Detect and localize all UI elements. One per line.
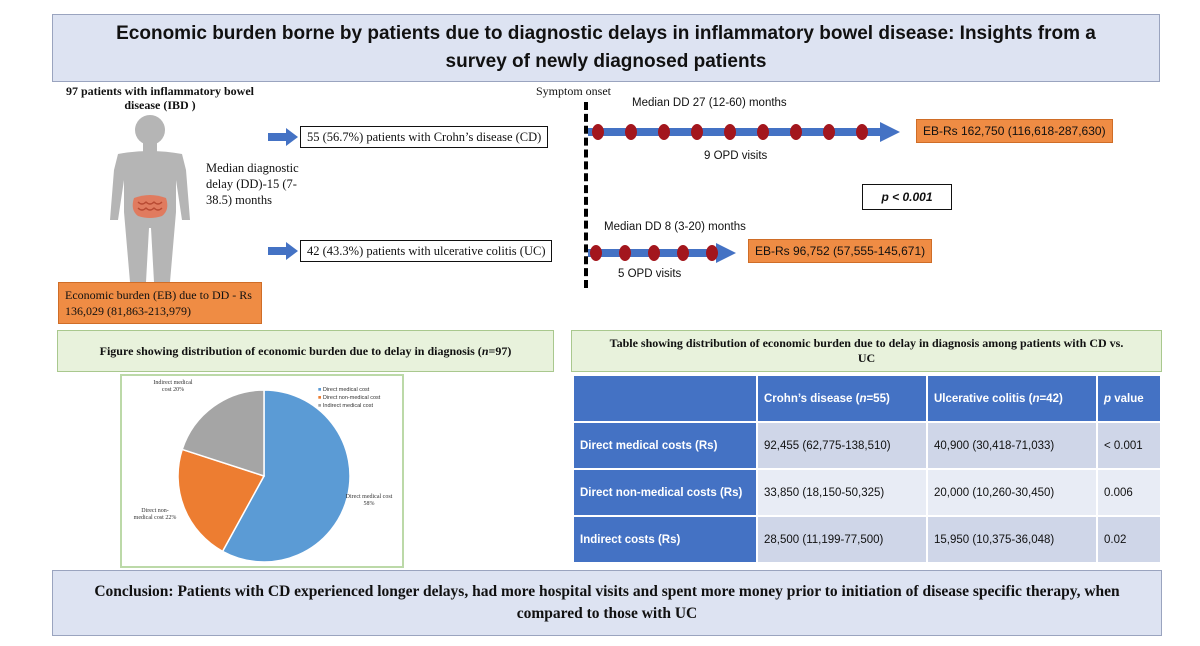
legend-item-direct-non-medical: ■ Direct non-medical cost	[318, 395, 381, 401]
uc-economic-burden: EB-Rs 96,752 (57,555-145,671)	[748, 239, 933, 263]
opd-visit-marker	[706, 245, 718, 261]
table-cell: 0.02	[1096, 515, 1162, 564]
page-title: Economic burden borne by patients due to…	[52, 14, 1160, 82]
uc-opd-visits: 5 OPD visits	[618, 268, 682, 280]
opd-visit-marker	[823, 124, 835, 140]
legend-item-indirect-medical: ■ Indirect medical cost	[318, 403, 373, 409]
table-row-label: Direct medical costs (Rs)	[572, 421, 758, 470]
opd-visit-marker	[757, 124, 769, 140]
ibd-patients-title: 97 patients with inflammatory bowel dise…	[66, 84, 254, 112]
cd-opd-visits: 9 OPD visits	[704, 150, 768, 162]
table-header-cd: Crohn’s disease (n=55)	[756, 374, 928, 423]
opd-visit-marker	[592, 124, 604, 140]
opd-visit-marker	[658, 124, 670, 140]
uc-arrow-icon	[268, 242, 298, 260]
figure-title-text: Figure showing distribution of economic …	[99, 343, 512, 358]
cd-economic-burden: EB-Rs 162,750 (116,618-287,630)	[916, 119, 1113, 143]
opd-visit-marker	[590, 245, 602, 261]
cd-timeline	[588, 122, 900, 142]
pie-slice-direct-medical-cost	[221, 389, 351, 563]
opd-visit-marker	[790, 124, 802, 140]
opd-visit-marker	[856, 124, 868, 140]
median-diagnostic-delay: Median diagnostic delay (DD)-15 (7-38.5)…	[206, 161, 299, 207]
table-cell: 0.006	[1096, 468, 1162, 517]
table-cell: 40,900 (30,418-71,033)	[926, 421, 1098, 470]
economic-burden-total: Economic burden (EB) due to DD - Rs 136,…	[58, 282, 262, 324]
table-cell: 28,500 (11,199-77,500)	[756, 515, 928, 564]
table-row-label: Direct non-medical costs (Rs)	[572, 468, 758, 517]
conclusion-box: Conclusion: Patients with CD experienced…	[52, 570, 1162, 636]
opd-visit-marker	[625, 124, 637, 140]
cd-arrow-icon	[268, 128, 298, 146]
opd-visit-marker	[619, 245, 631, 261]
cd-patients-box: 55 (56.7%) patients with Crohn’s disease…	[300, 126, 549, 148]
symptom-onset-line	[584, 102, 588, 288]
legend-item-direct-medical: ■ Direct medical cost	[318, 387, 370, 393]
figure-title: Figure showing distribution of economic …	[57, 330, 554, 372]
pie-slice-direct-non-medical-cost	[177, 448, 266, 553]
symptom-onset-label: Symptom onset	[536, 84, 612, 98]
table-header-empty	[572, 374, 758, 423]
cd-median-dd: Median DD 27 (12-60) months	[632, 97, 787, 109]
table-header-uc: Ulcerative colitis (n=42)	[926, 374, 1098, 423]
intestine-icon	[132, 195, 168, 218]
pie-label-direct-non-medical: Direct non-medical cost 22%	[133, 508, 177, 521]
pie-legend: ■ Direct medical cost ■ Direct non-medic…	[318, 386, 380, 410]
table-header-p-value: p value	[1096, 374, 1162, 423]
opd-visit-marker	[724, 124, 736, 140]
p-value-box: p < 0.001	[862, 184, 952, 210]
table-cell: 20,000 (10,260-30,450)	[926, 468, 1098, 517]
table-row-label: Indirect costs (Rs)	[572, 515, 758, 564]
conclusion-text: Conclusion: Patients with CD experienced…	[94, 583, 1120, 622]
opd-visit-marker	[691, 124, 703, 140]
table-title: Table showing distribution of economic b…	[571, 330, 1162, 372]
table-cell: 15,950 (10,375-36,048)	[926, 515, 1098, 564]
uc-patients-box: 42 (43.3%) patients with ulcerative coli…	[300, 240, 553, 262]
table-row: Indirect costs (Rs) 28,500 (11,199-77,50…	[572, 515, 1162, 564]
pie-chart	[177, 389, 351, 563]
table-cell: 92,455 (62,775-138,510)	[756, 421, 928, 470]
opd-visit-marker	[648, 245, 660, 261]
table-header-row: Crohn’s disease (n=55) Ulcerative coliti…	[572, 374, 1162, 423]
cost-table: Crohn’s disease (n=55) Ulcerative coliti…	[572, 374, 1162, 564]
table-title-text: Table showing distribution of economic b…	[609, 336, 1124, 365]
pie-slice-indirect-medical-cost	[181, 389, 265, 478]
pie-chart-frame: ■ Direct medical cost ■ Direct non-medic…	[120, 374, 404, 568]
pie-label-direct-medical: Direct medical cost 58%	[345, 494, 393, 507]
table-cell: 33,850 (18,150-50,325)	[756, 468, 928, 517]
opd-visit-marker	[677, 245, 689, 261]
uc-median-dd: Median DD 8 (3-20) months	[604, 221, 746, 233]
table-cell: < 0.001	[1096, 421, 1162, 470]
table-row: Direct medical costs (Rs) 92,455 (62,775…	[572, 421, 1162, 470]
uc-timeline	[588, 243, 736, 263]
table-row: Direct non-medical costs (Rs) 33,850 (18…	[572, 468, 1162, 517]
human-body-icon	[110, 115, 190, 282]
pie-label-indirect: Indirect medical cost 20%	[153, 380, 193, 393]
